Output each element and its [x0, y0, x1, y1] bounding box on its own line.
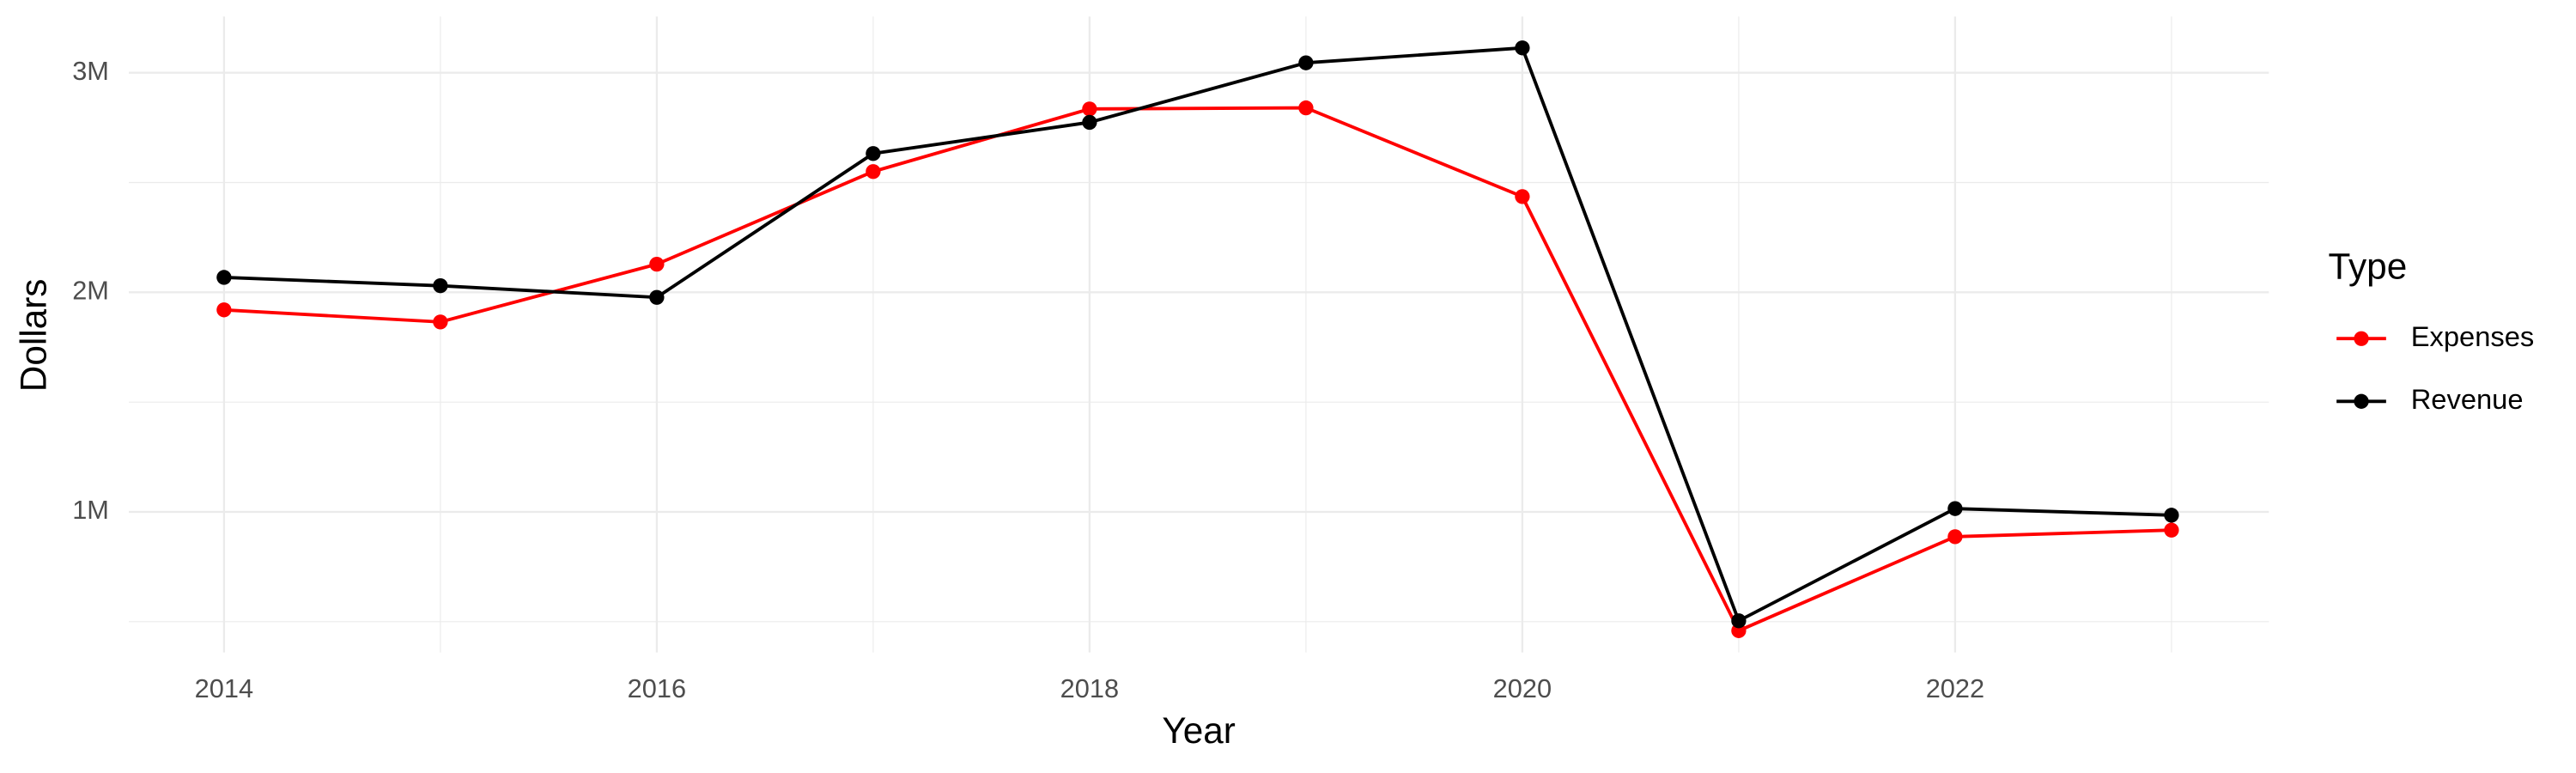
data-point — [1515, 40, 1530, 56]
y-tick-label: 1M — [72, 495, 109, 525]
series-line — [223, 46, 2172, 624]
data-point — [1298, 100, 1314, 116]
data-point — [866, 146, 881, 161]
data-point — [433, 278, 448, 294]
y-tick-label: 3M — [72, 56, 109, 86]
legend-marker — [2354, 331, 2369, 346]
data-point — [1731, 613, 1747, 629]
x-axis-title: Year — [1162, 710, 1235, 751]
data-point — [649, 289, 665, 305]
x-tick-label: 2018 — [1060, 673, 1119, 703]
y-tick-label: 2M — [72, 275, 109, 305]
x-tick-label: 2016 — [628, 673, 686, 703]
x-tick-label: 2022 — [1926, 673, 1984, 703]
legend-label: Expenses — [2411, 320, 2535, 352]
data-point — [1947, 529, 1963, 545]
legend-title: Type — [2329, 247, 2408, 287]
data-point — [216, 302, 232, 318]
legend-label: Revenue — [2411, 383, 2524, 415]
data-point — [1515, 189, 1530, 204]
data-point — [1947, 501, 1963, 516]
data-point — [216, 270, 232, 285]
data-point — [433, 314, 448, 330]
series-line — [223, 106, 2172, 633]
x-tick-label: 2014 — [195, 673, 253, 703]
legend-marker — [2354, 393, 2369, 409]
data-point — [1298, 55, 1314, 70]
x-tick-label: 2020 — [1493, 673, 1552, 703]
data-point — [1082, 101, 1097, 117]
data-point — [1082, 114, 1097, 131]
data-point — [649, 256, 665, 272]
y-axis-title: Dollars — [13, 279, 53, 393]
data-point — [866, 164, 881, 180]
data-point — [2164, 508, 2179, 523]
data-point — [2164, 522, 2179, 538]
